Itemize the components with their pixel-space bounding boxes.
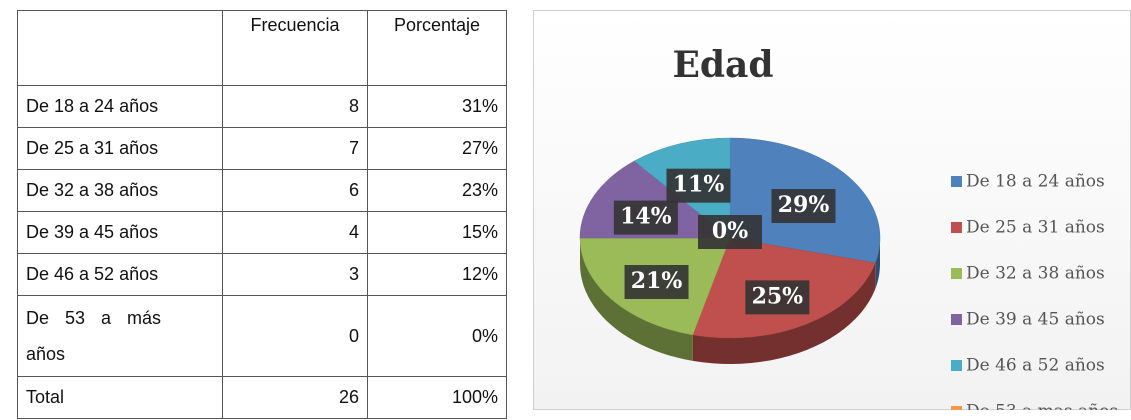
data-label: 25% [752,283,804,309]
data-label: 21% [631,268,683,294]
data-label: 0% [712,218,748,244]
data-label-box [745,280,810,315]
table-cell: De 25 a 31 años [17,127,223,170]
data-label-box [613,200,678,235]
pie-side [580,238,693,361]
table-cell: 3 [222,253,368,296]
data-label-box [771,188,836,223]
legend-label: De 46 a 52 años [966,356,1105,376]
data-label: 11% [673,172,725,198]
legend-swatch [951,406,962,410]
legend-swatch [951,314,962,325]
data-label-box [624,265,689,300]
legend-swatch [951,360,962,371]
header-cell [17,10,223,86]
data-label: 29% [778,192,830,218]
table-row: Total 26 100% [17,376,507,419]
table-cell: De 46 a 52 años [17,253,223,296]
table-cell: 100% [367,376,507,419]
legend-label: De 39 a 45 años [966,310,1105,330]
table-cell: De 32 a 38 años [17,169,223,212]
header-cell: Frecuencia [222,10,368,86]
table-cell: 6 [222,169,368,212]
table-cell: 26 [222,376,368,419]
legend-label: De 53 a mas años [966,402,1118,411]
legend-label: De 25 a 31 años [966,218,1105,238]
table-row: De 25 a 31 años 7 27% [17,127,507,170]
table-cell: 8 [222,85,368,128]
table-cell: 4 [222,211,368,254]
table-cell: 31% [367,85,507,128]
table-cell: De 39 a 45 años [17,211,223,254]
table-row: De 18 a 24 años 8 31% [17,85,507,128]
legend-swatch [951,268,962,279]
table-cell: 12% [367,253,507,296]
table-cell: 27% [367,127,507,170]
table-cell: 15% [367,211,507,254]
table-cell: 0% [367,295,507,377]
legend-label: De 32 a 38 años [966,264,1105,284]
table-row: De 32 a 38 años 6 23% [17,169,507,212]
legend-label: De 18 a 24 años [966,172,1105,192]
data-table: Frecuencia Porcentaje De 18 a 24 años 8 31… [17,10,507,419]
data-label-box [698,215,762,249]
table-cell: Total [17,376,223,419]
table-cell: 7 [222,127,368,170]
data-label-box [666,168,731,203]
chart: Edad 29% 25% 21% 14%11% 0% De 18 a 24 años De … [533,10,1131,410]
table-cell: De 53 a más años [17,295,223,377]
chart-title: Edad [672,44,773,86]
table-row: De 53 a más años 0 0% [17,295,507,377]
table-cell: 0 [222,295,368,377]
table-cell: De 18 a 24 años [17,85,223,128]
table-cell: 23% [367,169,507,212]
table-row: De 39 a 45 años 4 15% [17,211,507,254]
table-row: De 46 a 52 años 3 12% [17,253,507,296]
data-label: 14% [620,204,672,230]
cell-text: De 53 a más años [26,308,161,364]
pie-side [692,262,876,364]
legend-swatch [951,222,962,233]
header-row: Frecuencia Porcentaje [17,10,507,86]
header-cell: Porcentaje [367,10,507,86]
legend-swatch [951,176,962,187]
